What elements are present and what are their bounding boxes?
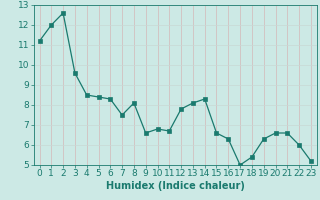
X-axis label: Humidex (Indice chaleur): Humidex (Indice chaleur): [106, 181, 244, 191]
